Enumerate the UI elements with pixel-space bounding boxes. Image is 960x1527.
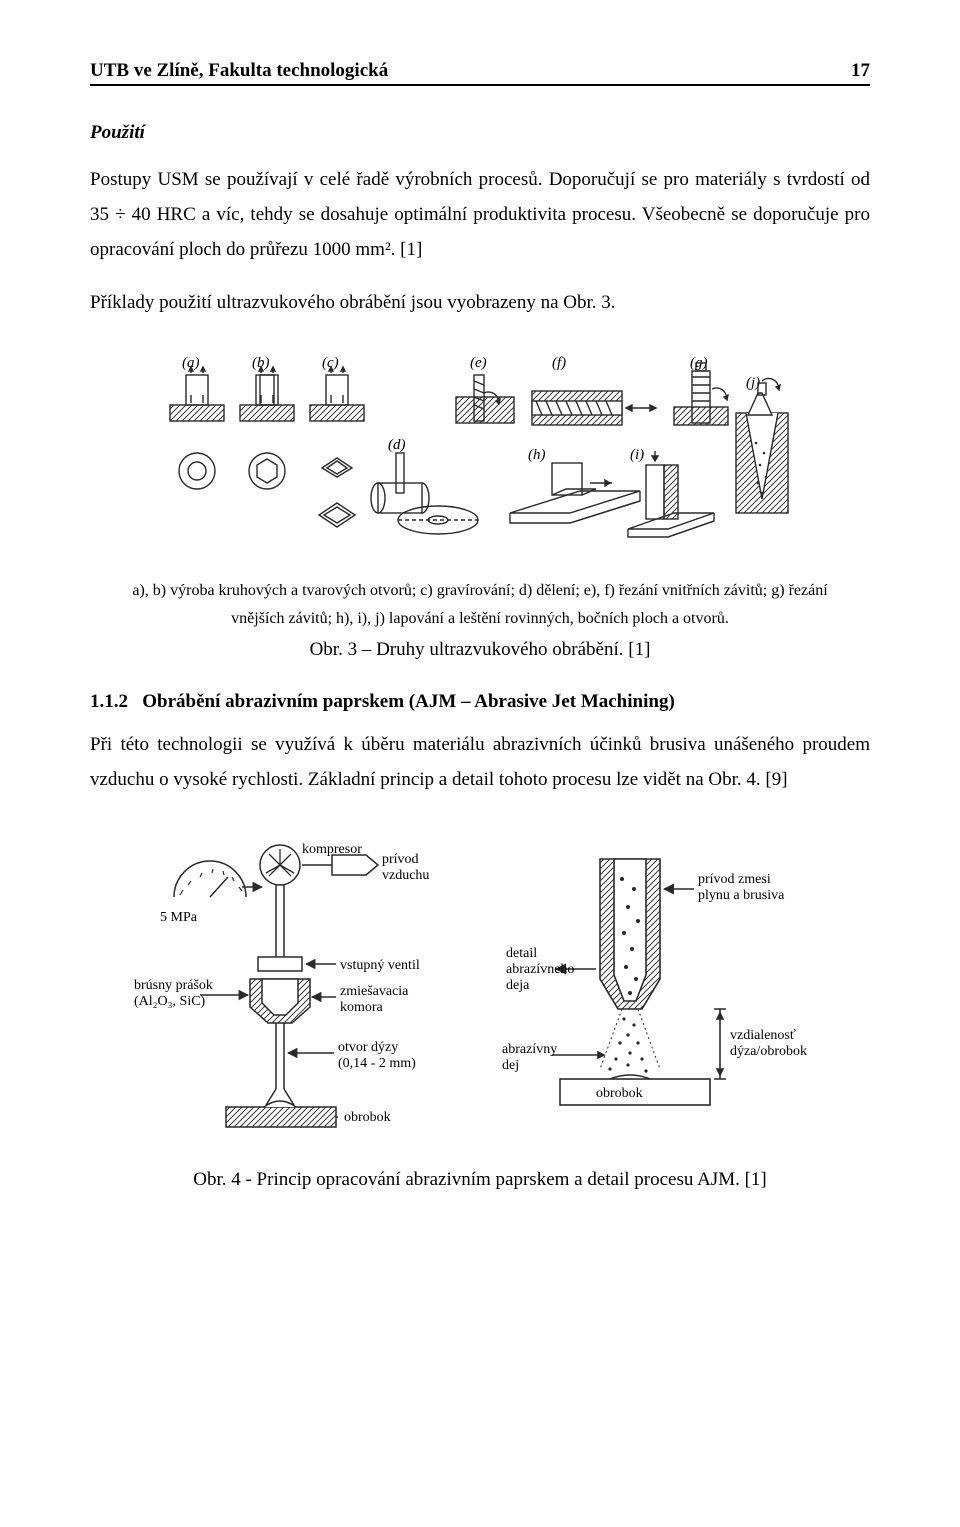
svg-text:dýza/obrobok: dýza/obrobok: [730, 1044, 807, 1059]
svg-text:deja: deja: [506, 978, 530, 993]
svg-text:komora: komora: [340, 1000, 384, 1015]
paragraph-1: Postupy USM se používají v celé řadě výr…: [90, 162, 870, 267]
svg-text:(i): (i): [630, 447, 644, 463]
subheading-1-1-2: 1.1.2 Obrábění abrazivním paprskem (AJM …: [90, 691, 870, 713]
figure-3: (a) (b) (c) (e) (f) (g) (d) (h) (i) (j): [90, 353, 870, 563]
svg-text:(f): (f): [552, 355, 566, 371]
svg-text:prívod zmesi: prívod zmesi: [698, 872, 771, 887]
subheading-title: Obrábění abrazivním paprskem (AJM – Abra…: [142, 691, 675, 712]
svg-text:zmiešavacia: zmiešavacia: [340, 984, 409, 999]
figure-3-note: a), b) výroba kruhových a tvarových otvo…: [130, 577, 830, 633]
paragraph-2: Příklady použití ultrazvukového obrábění…: [90, 285, 870, 320]
header-left: UTB ve Zlíně, Fakulta technologická: [90, 60, 388, 82]
svg-text:(h): (h): [528, 447, 546, 463]
svg-text:vzduchu: vzduchu: [382, 868, 429, 883]
svg-text:vstupný ventil: vstupný ventil: [340, 958, 420, 973]
figure-4-caption: Obr. 4 - Princip opracování abrazivním p…: [90, 1169, 870, 1191]
figure-3-caption: Obr. 3 – Druhy ultrazvukového obrábění. …: [90, 639, 870, 661]
svg-text:otvor dýzy: otvor dýzy: [338, 1040, 398, 1055]
svg-text:abrazívneho: abrazívneho: [506, 962, 574, 977]
svg-text:vzdialenosť: vzdialenosť: [730, 1028, 796, 1043]
paragraph-3: Při této technologii se využívá k úběru …: [90, 727, 870, 797]
svg-text:brúsny prášok: brúsny prášok: [134, 978, 213, 993]
subheading-number: 1.1.2: [90, 691, 128, 712]
page-header: UTB ve Zlíně, Fakulta technologická 17: [90, 60, 870, 86]
svg-text:(e): (e): [470, 355, 487, 371]
section-heading-pouziti: Použití: [90, 122, 870, 144]
svg-text:obrobok: obrobok: [596, 1086, 643, 1101]
figure-4-svg: kompresor prívod vzduchu 5 MPa vstupný v…: [130, 829, 830, 1159]
header-page-number: 17: [851, 60, 870, 82]
svg-text:prívod: prívod: [382, 852, 419, 867]
svg-text:dej: dej: [502, 1058, 519, 1073]
svg-text:obrobok: obrobok: [344, 1110, 391, 1125]
svg-text:plynu a brusiva: plynu a brusiva: [698, 888, 785, 903]
figure-3-svg: (a) (b) (c) (e) (f) (g) (d) (h) (i) (j): [160, 353, 800, 563]
svg-text:abrazívny: abrazívny: [502, 1042, 557, 1057]
svg-text:(d): (d): [388, 437, 406, 453]
svg-text:(0,14 - 2 mm): (0,14 - 2 mm): [338, 1056, 416, 1071]
svg-text:detail: detail: [506, 946, 537, 961]
figure-4: kompresor prívod vzduchu 5 MPa vstupný v…: [90, 829, 870, 1159]
svg-text:5 MPa: 5 MPa: [160, 910, 198, 925]
svg-text:(Al₂O₃, SiC): (Al₂O₃, SiC): [134, 994, 206, 1009]
